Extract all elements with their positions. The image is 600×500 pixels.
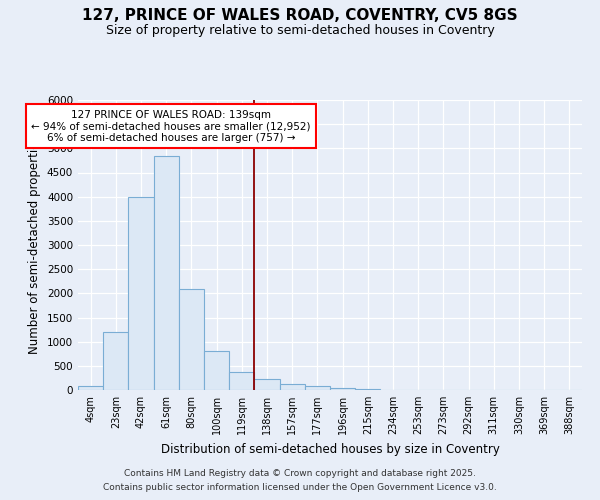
Bar [280, 384, 305, 390]
Text: Size of property relative to semi-detached houses in Coventry: Size of property relative to semi-detach… [106, 24, 494, 37]
Bar [78, 386, 103, 390]
X-axis label: Distribution of semi-detached houses by size in Coventry: Distribution of semi-detached houses by … [161, 442, 499, 456]
Text: 127 PRINCE OF WALES ROAD: 139sqm
← 94% of semi-detached houses are smaller (12,9: 127 PRINCE OF WALES ROAD: 139sqm ← 94% o… [31, 110, 311, 143]
Bar [154, 156, 179, 390]
Bar [229, 372, 254, 390]
Bar [254, 379, 280, 390]
Bar [103, 332, 128, 390]
Text: Contains HM Land Registry data © Crown copyright and database right 2025.: Contains HM Land Registry data © Crown c… [124, 468, 476, 477]
Bar [330, 388, 355, 390]
Text: Contains public sector information licensed under the Open Government Licence v3: Contains public sector information licen… [103, 484, 497, 492]
Text: 127, PRINCE OF WALES ROAD, COVENTRY, CV5 8GS: 127, PRINCE OF WALES ROAD, COVENTRY, CV5… [82, 8, 518, 22]
Y-axis label: Number of semi-detached properties: Number of semi-detached properties [28, 136, 41, 354]
Bar [179, 288, 204, 390]
Bar [204, 352, 229, 390]
Bar [305, 386, 330, 390]
Bar [355, 389, 380, 390]
Bar [128, 196, 154, 390]
